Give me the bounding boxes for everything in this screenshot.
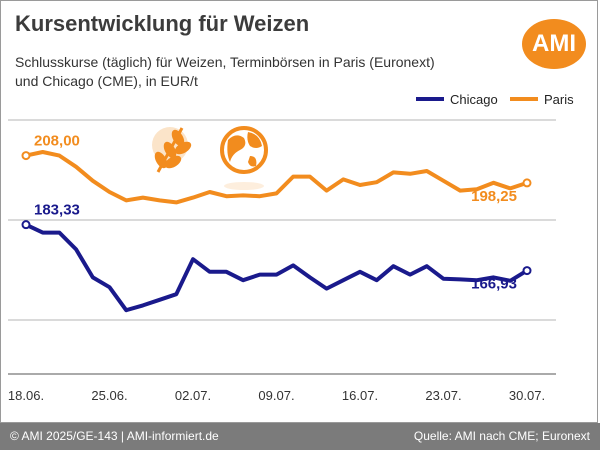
- data-labels: 208,00 198,25 183,33 166,93: [34, 133, 517, 293]
- subtitle-line-1: Schlusskurse (täglich) für Weizen, Termi…: [15, 54, 435, 70]
- subtitle-line-2: und Chicago (CME), in EUR/t: [15, 73, 198, 89]
- chart-frame: Kursentwicklung für Weizen Schlusskurse …: [0, 0, 598, 423]
- ami-logo: AMI: [522, 19, 586, 69]
- series-chicago-line: [25, 222, 529, 313]
- footer-bar: © AMI 2025/GE-143 | AMI-informiert.de Qu…: [0, 423, 600, 450]
- x-tick-label: 09.07.: [258, 388, 294, 403]
- series-paris-first-label: 208,00: [34, 133, 80, 150]
- footer-source: Quelle: AMI nach CME; Euronext: [413, 429, 590, 443]
- x-tick-label: 16.07.: [342, 388, 378, 403]
- x-tick-label: 23.07.: [425, 388, 461, 403]
- series-paris-first-point: [21, 151, 31, 161]
- chart-subtitle: Schlusskurse (täglich) für Weizen, Termi…: [15, 53, 455, 91]
- series-paris-last-label: 198,25: [471, 188, 517, 205]
- x-tick-label: 02.07.: [175, 388, 211, 403]
- line-chart: 18.06. 25.06. 02.07. 09.07. 16.07. 23.07. 30.0…: [8, 92, 574, 403]
- x-tick-label: 30.07.: [509, 388, 545, 403]
- x-axis-ticks: 18.06. 25.06. 02.07. 09.07. 16.07. 23.07. 30.0…: [8, 388, 545, 403]
- footer-copyright: © AMI 2025/GE-143 | AMI-informiert.de: [10, 429, 219, 443]
- series-paris-line: [25, 150, 528, 205]
- series-chicago-last-label: 166,93: [471, 276, 517, 293]
- x-tick-label: 25.06.: [91, 388, 127, 403]
- series-paris-last-point: [522, 178, 532, 188]
- decorative-icons: [152, 126, 268, 190]
- series-chicago-last-point: [522, 266, 532, 276]
- chart-title: Kursentwicklung für Weizen: [15, 11, 310, 36]
- series-chicago-first-point: [21, 220, 31, 230]
- wheat-icon: [152, 127, 192, 173]
- legend-chicago-label: Chicago: [450, 92, 498, 107]
- series-chicago-first-label: 183,33: [34, 202, 80, 219]
- grid-lines: [8, 119, 556, 375]
- x-tick-label: 18.06.: [8, 388, 44, 403]
- legend-paris-label: Paris: [544, 92, 574, 107]
- series-layer: [21, 150, 532, 313]
- legend: Chicago Paris: [416, 92, 574, 107]
- globe-icon: [220, 126, 268, 190]
